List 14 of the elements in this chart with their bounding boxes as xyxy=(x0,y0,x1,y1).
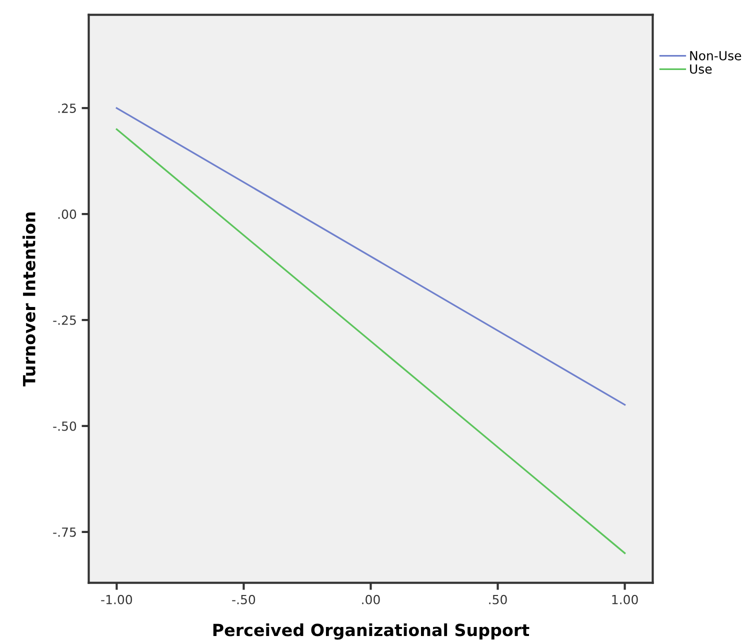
x-tick-label: -1.00 xyxy=(101,594,132,604)
y-tick-label: .00 xyxy=(58,210,76,219)
y-tick-label: -.50 xyxy=(53,421,76,431)
y-tick-label: -.25 xyxy=(53,315,76,325)
x-axis-title: Perceived Organizational Support xyxy=(213,623,530,640)
x-tick-label: .50 xyxy=(489,594,507,604)
y-tick-label: .25 xyxy=(58,104,76,113)
x-tick-label: 1.00 xyxy=(612,594,638,604)
legend-label: Non-Use xyxy=(690,51,742,60)
x-tick-label: -.50 xyxy=(232,594,256,604)
y-axis-title: Turnover Intention xyxy=(22,212,36,386)
legend-label: Use xyxy=(690,64,712,74)
x-tick-label: .00 xyxy=(362,594,380,604)
y-tick-label: -.75 xyxy=(53,528,76,537)
